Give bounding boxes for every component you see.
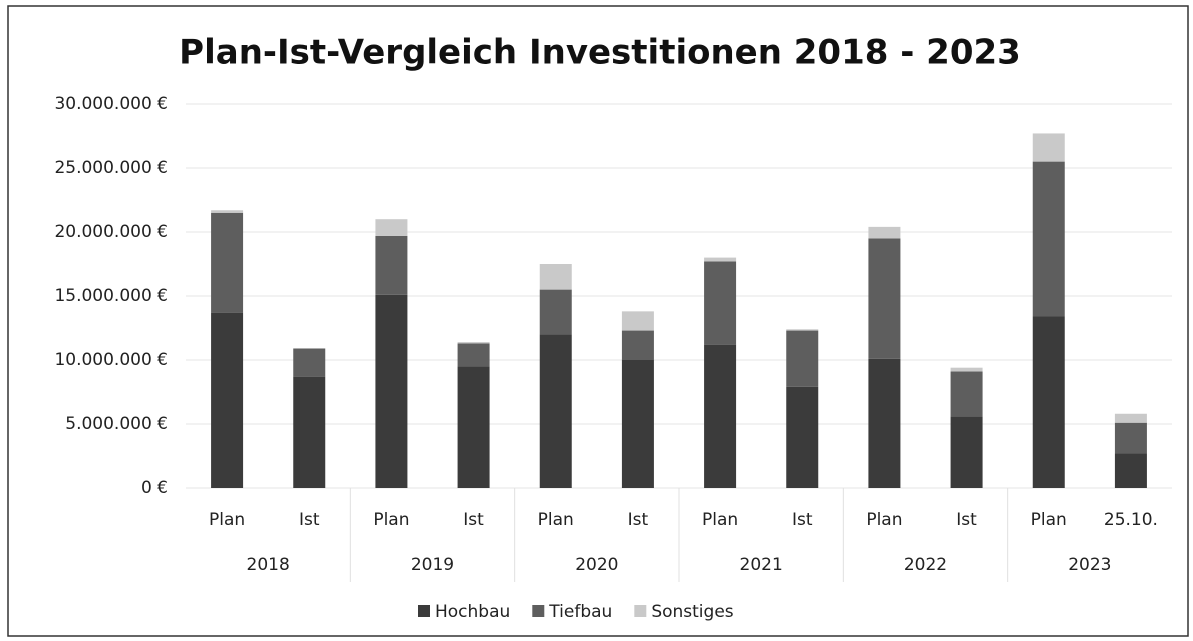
x-tick-label: Ist xyxy=(792,510,813,530)
x-tick-label: Plan xyxy=(209,510,245,530)
bar-segment xyxy=(539,289,572,335)
bar-segment xyxy=(1032,316,1065,488)
group-label: 2019 xyxy=(411,555,454,575)
bar-segment xyxy=(704,344,737,488)
x-tick-label: Plan xyxy=(373,510,409,530)
y-tick-label: 25.000.000 € xyxy=(54,158,168,178)
chart-title: Plan-Ist-Vergleich Investitionen 2018 - … xyxy=(179,33,1021,73)
legend-swatch xyxy=(634,605,647,617)
bar-segment xyxy=(375,294,408,488)
bar-segment xyxy=(457,366,490,488)
legend-swatch xyxy=(418,605,430,617)
x-tick-label: Ist xyxy=(463,510,484,530)
bar-segment xyxy=(868,358,901,488)
bar-segment xyxy=(1032,133,1065,162)
x-tick-label: Plan xyxy=(866,510,902,530)
group-label: 2023 xyxy=(1068,555,1111,575)
legend-label: Sonstiges xyxy=(651,602,733,622)
bar-segment xyxy=(539,334,572,488)
bar-segment xyxy=(375,235,408,295)
bar-segment xyxy=(621,311,654,331)
legend-swatch xyxy=(532,605,545,617)
group-label: 2022 xyxy=(904,555,947,575)
legend-label: Tiefbau xyxy=(548,602,612,622)
bar-segment xyxy=(293,376,326,488)
y-tick-label: 10.000.000 € xyxy=(54,350,168,370)
y-tick-label: 30.000.000 € xyxy=(54,94,168,114)
bar-segment xyxy=(704,257,737,262)
x-tick-label: Ist xyxy=(956,510,977,530)
bar-segment xyxy=(621,360,654,488)
bar-segment xyxy=(1114,413,1147,423)
bar-segment xyxy=(950,416,983,488)
y-tick-label: 5.000.000 € xyxy=(65,414,168,434)
group-label: 2021 xyxy=(740,555,783,575)
bar-segment xyxy=(375,219,408,236)
bar-segment xyxy=(786,329,819,331)
x-tick-label: Plan xyxy=(1031,510,1067,530)
bar-segment xyxy=(868,226,901,239)
group-label: 2020 xyxy=(575,555,618,575)
group-label: 2018 xyxy=(247,555,290,575)
x-tick-label: Ist xyxy=(628,510,649,530)
bar-segment xyxy=(1114,453,1147,488)
legend-label: Hochbau xyxy=(435,602,510,622)
bar-segment xyxy=(1032,161,1065,317)
bar-segment xyxy=(621,330,654,360)
bar-segment xyxy=(786,330,819,387)
bar-segment xyxy=(786,386,819,488)
x-tick-label: Plan xyxy=(538,510,574,530)
bar-segment xyxy=(1114,422,1147,454)
bar-segment xyxy=(211,210,244,213)
bar-segment xyxy=(950,371,983,417)
y-tick-label: 15.000.000 € xyxy=(54,286,168,306)
bar-segment xyxy=(539,264,572,290)
x-tick-label: Ist xyxy=(299,510,320,530)
x-tick-label: Plan xyxy=(702,510,738,530)
bar-segment xyxy=(457,342,490,344)
y-tick-label: 20.000.000 € xyxy=(54,222,168,242)
bar-segment xyxy=(293,348,326,377)
x-tick-label: 25.10. xyxy=(1104,510,1158,530)
bar-segment xyxy=(211,312,244,488)
bar-segment xyxy=(457,343,490,367)
chart-frame xyxy=(7,5,1189,637)
bar-segment xyxy=(211,212,244,313)
bar-segment xyxy=(950,367,983,372)
bar-segment xyxy=(704,261,737,345)
y-tick-label: 0 € xyxy=(141,478,168,498)
bar-segment xyxy=(868,238,901,359)
